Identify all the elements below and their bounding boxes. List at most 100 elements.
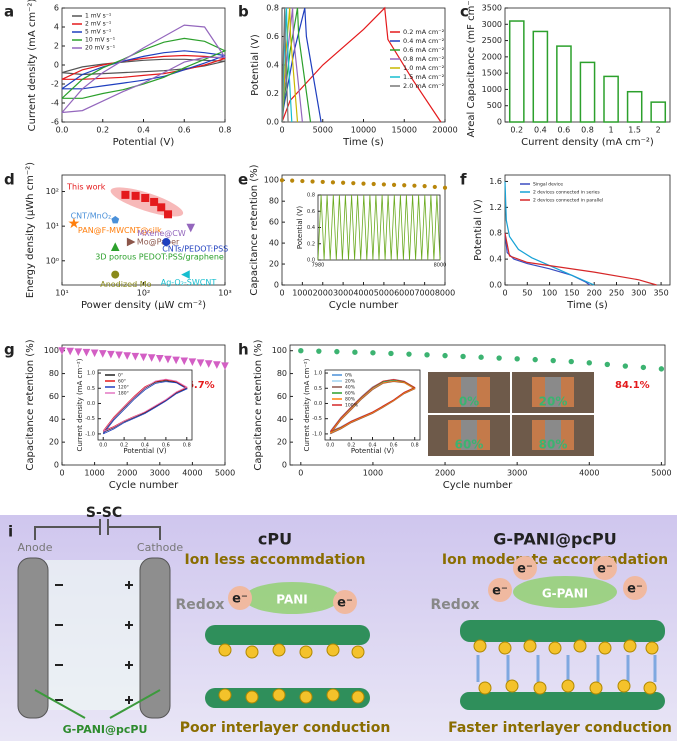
y-tick-label: 1500 [482, 69, 502, 78]
x-tick-label: 2000 [435, 469, 455, 478]
y-tick-label: -1.0 [312, 431, 322, 437]
ion-flow-arrows [476, 655, 657, 682]
x-tick-label: 1000 [292, 289, 312, 298]
series-line [504, 181, 595, 286]
x-tick-label: 100 [542, 289, 557, 298]
y-tick-label: 60 [49, 392, 59, 401]
electron-label: e⁻ [517, 562, 533, 577]
data-point [68, 217, 80, 229]
data-point [310, 179, 315, 184]
data-point [381, 182, 386, 187]
anode-label: Anode [18, 541, 53, 554]
plot-frame [317, 194, 441, 261]
y-tick-label: 0.0 [314, 401, 322, 407]
data-point [221, 362, 229, 371]
x-tick-label: 50 [522, 289, 532, 298]
x-tick-label: 0.8 [581, 126, 594, 135]
x-tick-label: 1000 [84, 469, 104, 478]
y-axis-label: Current density (mA cm⁻²) [303, 358, 311, 451]
x-tick-label: 0 [279, 289, 284, 298]
data-point [334, 348, 340, 355]
series-line [317, 194, 441, 261]
device-title: S-SC [86, 505, 122, 521]
y-tick-label: 60 [277, 392, 287, 401]
panel-title: cPU [258, 530, 292, 549]
x-tick-label: 200 [587, 289, 602, 298]
legend-label: 60% [345, 391, 356, 397]
electron [488, 578, 512, 602]
y-tick-label: 2500 [482, 36, 502, 45]
x-tick-label: 0.8 [411, 443, 419, 449]
fiber-layer [460, 620, 665, 642]
y-tick-label: 0 [54, 461, 59, 470]
x-tick-label: 0.2 [510, 126, 523, 135]
x-axis-label: Cycle number [329, 300, 399, 311]
y-tick-label: 0 [274, 281, 279, 290]
point-label: Anodized Mo [100, 280, 151, 289]
data-point [298, 348, 304, 354]
electron [513, 556, 537, 580]
x-tick-label: 0.2 [96, 126, 109, 135]
electron [228, 586, 252, 610]
y-tick-label: 0.5 [314, 386, 322, 392]
pani-sheet [244, 582, 340, 614]
legend-label: 2 mV s⁻¹ [85, 21, 112, 28]
y-axis-label: Capacitance retention (%) [253, 339, 264, 470]
photo-sample-center [545, 377, 561, 407]
y-tick-label: 0.8 [307, 193, 315, 199]
data-point [121, 190, 130, 199]
y-tick-label: 2000 [482, 52, 502, 61]
photo-label: 0% [459, 395, 479, 409]
y-tick-label: 0.6 [307, 209, 315, 215]
data-point [196, 359, 205, 367]
y-tick-label: 0.0 [87, 401, 95, 407]
point-label: Mo@Paper [137, 237, 180, 246]
point-label: MXene@CW [137, 229, 186, 238]
y-tick-label: 40 [277, 415, 287, 424]
y-tick-label: 80 [269, 197, 279, 206]
x-tick-label: 0.6 [178, 126, 191, 135]
data-point [388, 350, 394, 357]
x-axis-label: Time (s) [342, 137, 384, 148]
electron-label: e⁻ [597, 562, 613, 577]
layer-label: PANI [276, 593, 308, 607]
data-point [330, 180, 336, 185]
x-tick-label: 3000 [333, 289, 353, 298]
y-axis-label: Potential (V) [473, 199, 484, 261]
panel-label: e [238, 171, 248, 189]
y-tick-label: -0.5 [312, 416, 322, 422]
series-line [102, 378, 188, 432]
photo-label: 60% [455, 438, 484, 452]
y-tick-label: 3500 [482, 4, 502, 13]
fiber-layer [460, 692, 665, 710]
legend-label: 40% [345, 385, 356, 391]
panel-label: c [460, 3, 469, 21]
x-axis-label: Potential (V) [123, 447, 166, 455]
x-tick-label: 2 [656, 126, 661, 135]
x-tick-label: 5000 [651, 469, 671, 478]
y-tick-label: 0.2 [266, 89, 279, 98]
x-tick-label: 8000 [435, 289, 455, 298]
data-point [371, 181, 376, 187]
x-tick-label: 0.2 [347, 443, 355, 449]
bar [556, 45, 572, 123]
legend-label: 20% [345, 379, 356, 385]
legend-label: 0.8 mA cm⁻² [403, 55, 445, 63]
layer-label: G-PANI [542, 587, 588, 601]
data-point [316, 348, 322, 354]
y-tick-label: 1.6 [489, 177, 502, 186]
data-point [496, 355, 502, 361]
photo-sample-center [461, 377, 477, 407]
x-tick-label: 0.2 [120, 443, 128, 449]
data-point [442, 352, 448, 359]
data-point [412, 183, 417, 188]
x-axis-label: Potential (V) [113, 137, 175, 148]
x-tick-label: 6000 [394, 289, 414, 298]
panel-label: f [460, 171, 467, 189]
y-tick-label: 4 [54, 23, 59, 32]
x-tick-label: 5000 [374, 289, 394, 298]
legend-label: 120° [118, 385, 129, 391]
data-point [111, 215, 120, 224]
data-point [532, 356, 538, 363]
y-tick-label: -1.0 [85, 431, 95, 437]
